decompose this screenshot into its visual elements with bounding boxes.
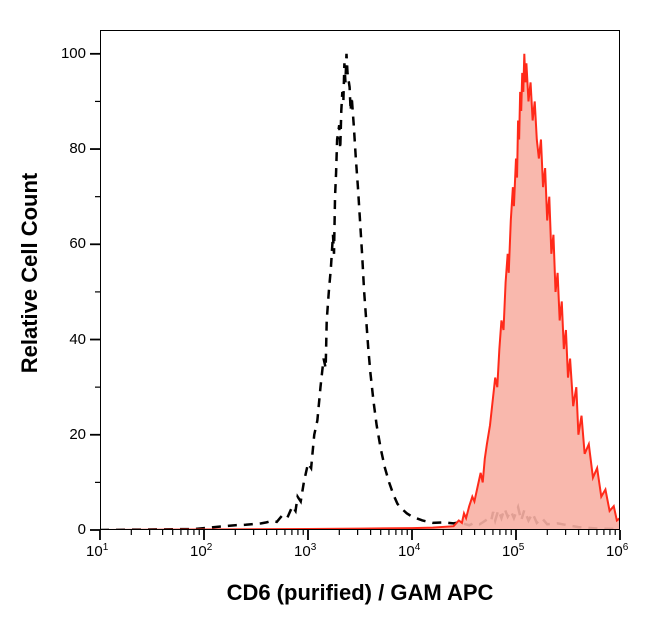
x-tick-label: 105 xyxy=(502,542,524,560)
plot-area xyxy=(100,30,620,530)
y-tick-label: 60 xyxy=(69,235,86,252)
x-tick-label: 106 xyxy=(606,542,628,560)
y-tick-label: 80 xyxy=(69,140,86,157)
flow-cytometry-histogram: Relative Cell Count CD6 (purified) / GAM… xyxy=(0,0,646,641)
x-tick-label: 101 xyxy=(86,542,108,560)
y-tick-label: 20 xyxy=(69,426,86,443)
y-tick-label: 0 xyxy=(78,521,86,538)
y-tick-label: 100 xyxy=(61,45,86,62)
y-axis-label: Relative Cell Count xyxy=(17,163,43,383)
x-tick-label: 102 xyxy=(190,542,212,560)
x-tick-label: 103 xyxy=(294,542,316,560)
series-stained-fill xyxy=(100,54,620,530)
y-tick-label: 40 xyxy=(69,331,86,348)
plot-svg xyxy=(100,30,620,530)
x-tick-label: 104 xyxy=(398,542,420,560)
x-axis-label: CD6 (purified) / GAM APC xyxy=(100,580,620,606)
